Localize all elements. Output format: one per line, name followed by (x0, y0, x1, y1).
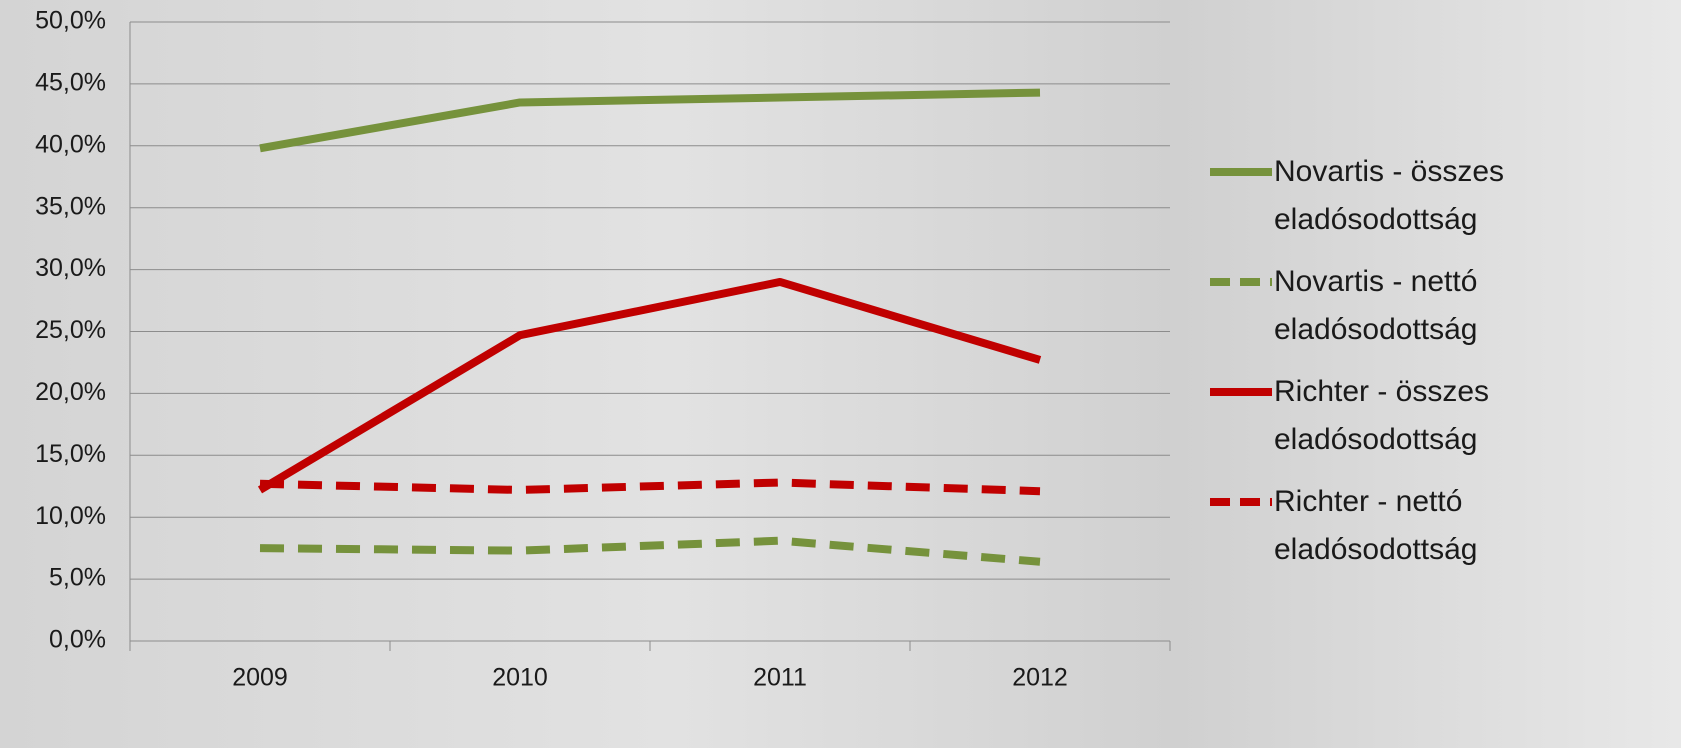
legend-swatch (1210, 498, 1272, 506)
line-series (259, 536, 1041, 566)
legend-label: Richter - nettó eladósodottság (1274, 485, 1478, 566)
y-tick-label: 50,0% (35, 7, 106, 35)
y-tick-label: 40,0% (35, 130, 106, 158)
y-tick-label: 25,0% (35, 316, 106, 344)
legend-swatch (1210, 278, 1272, 286)
legend-label: Richter - összes eladósodottság (1274, 375, 1490, 456)
y-tick-label: 30,0% (35, 254, 106, 282)
x-tick-label: 2009 (232, 664, 288, 692)
legend: Novartis - összes eladósodottság Novartis… (1208, 148, 1574, 588)
x-tick-label: 2010 (492, 664, 548, 692)
legend-item: Novartis - nettó eladósodottság (1208, 258, 1574, 368)
line-series (259, 88, 1041, 153)
legend-item: Richter - nettó eladósodottság (1208, 478, 1574, 588)
x-tick-label: 2011 (753, 664, 807, 692)
legend-item: Richter - összes eladósodottság (1208, 368, 1574, 478)
y-tick-label: 35,0% (35, 192, 106, 220)
y-tick-label: 5,0% (49, 564, 106, 592)
x-tick-label: 2012 (1012, 664, 1068, 692)
y-tick-label: 45,0% (35, 69, 106, 97)
legend-swatch (1210, 168, 1272, 176)
y-tick-label: 10,0% (35, 502, 106, 530)
y-tick-label: 20,0% (35, 378, 106, 406)
line-series (257, 277, 1042, 494)
line-series (259, 478, 1041, 496)
plot: 0,0% 5,0% 10,0% 15,0% 20,0% 25,0% 30,0% 35,0% 40… (35, 7, 1171, 692)
y-tick-label: 15,0% (35, 440, 106, 468)
legend-label: Novartis - nettó eladósodottság (1274, 265, 1478, 346)
legend-swatch (1210, 388, 1272, 396)
legend-item: Novartis - összes eladósodottság (1208, 148, 1574, 258)
y-tick-label: 0,0% (49, 626, 106, 654)
legend-label: Novartis - összes eladósodottság (1274, 155, 1505, 236)
